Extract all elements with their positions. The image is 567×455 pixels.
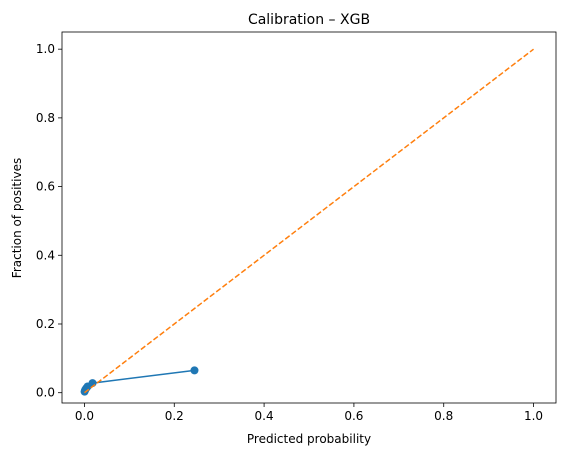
- x-tick-label: 0.0: [75, 409, 94, 423]
- x-tick-label: 0.2: [165, 409, 184, 423]
- x-axis: 0.0 0.2 0.4 0.6 0.8 1.0: [75, 403, 543, 423]
- reference-diagonal-line: [83, 48, 535, 394]
- x-tick-label: 1.0: [524, 409, 543, 423]
- y-axis-label: Fraction of positives: [10, 158, 24, 278]
- y-tick-label: 0.4: [36, 248, 55, 262]
- plot-area: [61, 31, 557, 404]
- calibration-point: [190, 366, 199, 375]
- x-tick-label: 0.4: [255, 409, 274, 423]
- y-axis: 0.0 0.2 0.4 0.6 0.8 1.0: [36, 42, 62, 400]
- y-tick-label: 0.6: [36, 180, 55, 194]
- y-tick-label: 0.0: [36, 386, 55, 400]
- x-axis-label: Predicted probability: [247, 432, 371, 446]
- calibration-curve-line: [83, 369, 195, 392]
- y-tick-label: 0.2: [36, 317, 55, 331]
- series-layer: [80, 48, 535, 396]
- y-tick-label: 1.0: [36, 42, 55, 56]
- plot-frame: [61, 31, 557, 404]
- x-tick-label: 0.6: [344, 409, 363, 423]
- x-tick-label: 0.8: [434, 409, 453, 423]
- chart-title: Calibration – XGB: [248, 12, 370, 28]
- y-tick-label: 0.8: [36, 111, 55, 125]
